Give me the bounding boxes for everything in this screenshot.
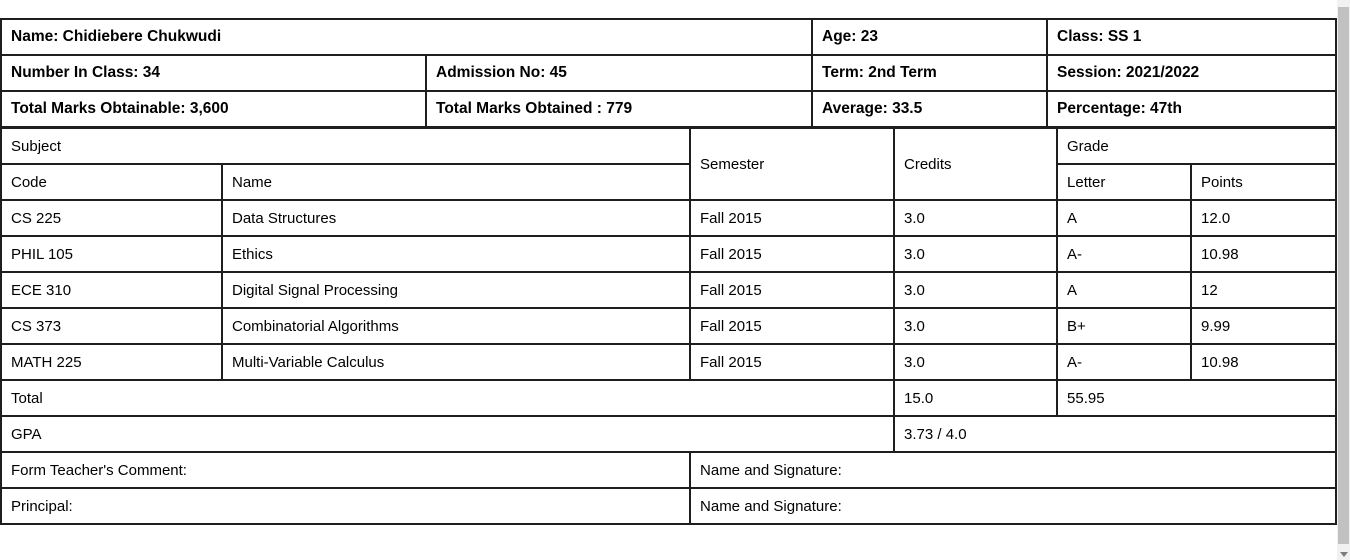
total-points: 55.95 [1056, 379, 1338, 417]
info-term: Term: 2nd Term [811, 54, 1048, 92]
cell-credits: 3.0 [893, 271, 1059, 309]
form-teacher-signature-label: Name and Signature: [689, 451, 1338, 489]
cell-semester: Fall 2015 [689, 235, 896, 273]
cell-letter: A [1056, 271, 1193, 309]
cell-points: 10.98 [1190, 343, 1338, 381]
cell-name: Ethics [220, 235, 692, 273]
grades-table: Subject Semester Credits Grade Code Name… [0, 127, 1338, 525]
info-total-obtained: Total Marks Obtained : 779 [425, 90, 813, 128]
cell-points: 12.0 [1190, 199, 1338, 237]
cell-name: Digital Signal Processing [220, 271, 692, 309]
info-class: Class: SS 1 [1046, 18, 1337, 56]
header-letter: Letter [1056, 163, 1193, 201]
grade-row: ECE 310 Digital Signal Processing Fall 2… [0, 271, 1338, 309]
gpa-label: GPA [0, 415, 896, 453]
vertical-scrollbar-track[interactable] [1337, 0, 1350, 560]
gpa-row: GPA 3.73 / 4.0 [0, 415, 1338, 453]
info-name: Name: Chidiebere Chukwudi [0, 18, 813, 56]
info-total-obtainable: Total Marks Obtainable: 3,600 [0, 90, 427, 128]
info-admission-no: Admission No: 45 [425, 54, 813, 92]
total-row: Total 15.0 55.95 [0, 379, 1338, 417]
info-session: Session: 2021/2022 [1046, 54, 1337, 92]
cell-credits: 3.0 [893, 343, 1059, 381]
grade-row: CS 373 Combinatorial Algorithms Fall 201… [0, 307, 1338, 345]
student-info-table: Name: Chidiebere Chukwudi Age: 23 Class:… [0, 18, 1337, 128]
cell-semester: Fall 2015 [689, 307, 896, 345]
cell-code: ECE 310 [0, 271, 223, 309]
form-teacher-row: Form Teacher's Comment: Name and Signatu… [0, 451, 1338, 489]
header-points: Points [1190, 163, 1338, 201]
info-average: Average: 33.5 [811, 90, 1048, 128]
cell-points: 9.99 [1190, 307, 1338, 345]
cell-letter: A [1056, 199, 1193, 237]
header-subject: Subject [0, 127, 692, 165]
cell-points: 10.98 [1190, 235, 1338, 273]
principal-row: Principal: Name and Signature: [0, 487, 1338, 525]
cell-points: 12 [1190, 271, 1338, 309]
header-grade: Grade [1056, 127, 1338, 165]
info-row-1: Name: Chidiebere Chukwudi Age: 23 Class:… [0, 18, 1337, 56]
grade-row: MATH 225 Multi-Variable Calculus Fall 20… [0, 343, 1338, 381]
principal-signature-label: Name and Signature: [689, 487, 1338, 525]
student-report: Name: Chidiebere Chukwudi Age: 23 Class:… [0, 18, 1338, 525]
info-number-in-class: Number In Class: 34 [0, 54, 427, 92]
cell-code: CS 373 [0, 307, 223, 345]
header-name: Name [220, 163, 692, 201]
cell-code: CS 225 [0, 199, 223, 237]
header-semester: Semester [689, 127, 896, 201]
grades-header-row-1: Subject Semester Credits Grade [0, 127, 1338, 201]
cell-credits: 3.0 [893, 235, 1059, 273]
vertical-scrollbar-thumb[interactable] [1338, 7, 1349, 544]
grades-header-row-2: Code Name Letter Points [0, 163, 1338, 201]
cell-semester: Fall 2015 [689, 199, 896, 237]
cell-semester: Fall 2015 [689, 271, 896, 309]
cell-letter: A- [1056, 235, 1193, 273]
cell-letter: B+ [1056, 307, 1193, 345]
cell-name: Multi-Variable Calculus [220, 343, 692, 381]
info-row-2: Number In Class: 34 Admission No: 45 Ter… [0, 54, 1337, 92]
info-percentage: Percentage: 47th [1046, 90, 1337, 128]
form-teacher-comment-label: Form Teacher's Comment: [0, 451, 692, 489]
info-age: Age: 23 [811, 18, 1048, 56]
scrollbar-down-arrow-icon[interactable] [1340, 552, 1348, 557]
grade-row: PHIL 105 Ethics Fall 2015 3.0 A- 10.98 [0, 235, 1338, 273]
cell-name: Combinatorial Algorithms [220, 307, 692, 345]
cell-semester: Fall 2015 [689, 343, 896, 381]
grade-row: CS 225 Data Structures Fall 2015 3.0 A 1… [0, 199, 1338, 237]
cell-credits: 3.0 [893, 307, 1059, 345]
info-row-3: Total Marks Obtainable: 3,600 Total Mark… [0, 90, 1337, 128]
cell-name: Data Structures [220, 199, 692, 237]
cell-code: MATH 225 [0, 343, 223, 381]
gpa-value: 3.73 / 4.0 [893, 415, 1338, 453]
principal-label: Principal: [0, 487, 692, 525]
total-credits: 15.0 [893, 379, 1059, 417]
total-label: Total [0, 379, 896, 417]
header-code: Code [0, 163, 223, 201]
cell-letter: A- [1056, 343, 1193, 381]
header-credits: Credits [893, 127, 1059, 201]
cell-credits: 3.0 [893, 199, 1059, 237]
cell-code: PHIL 105 [0, 235, 223, 273]
